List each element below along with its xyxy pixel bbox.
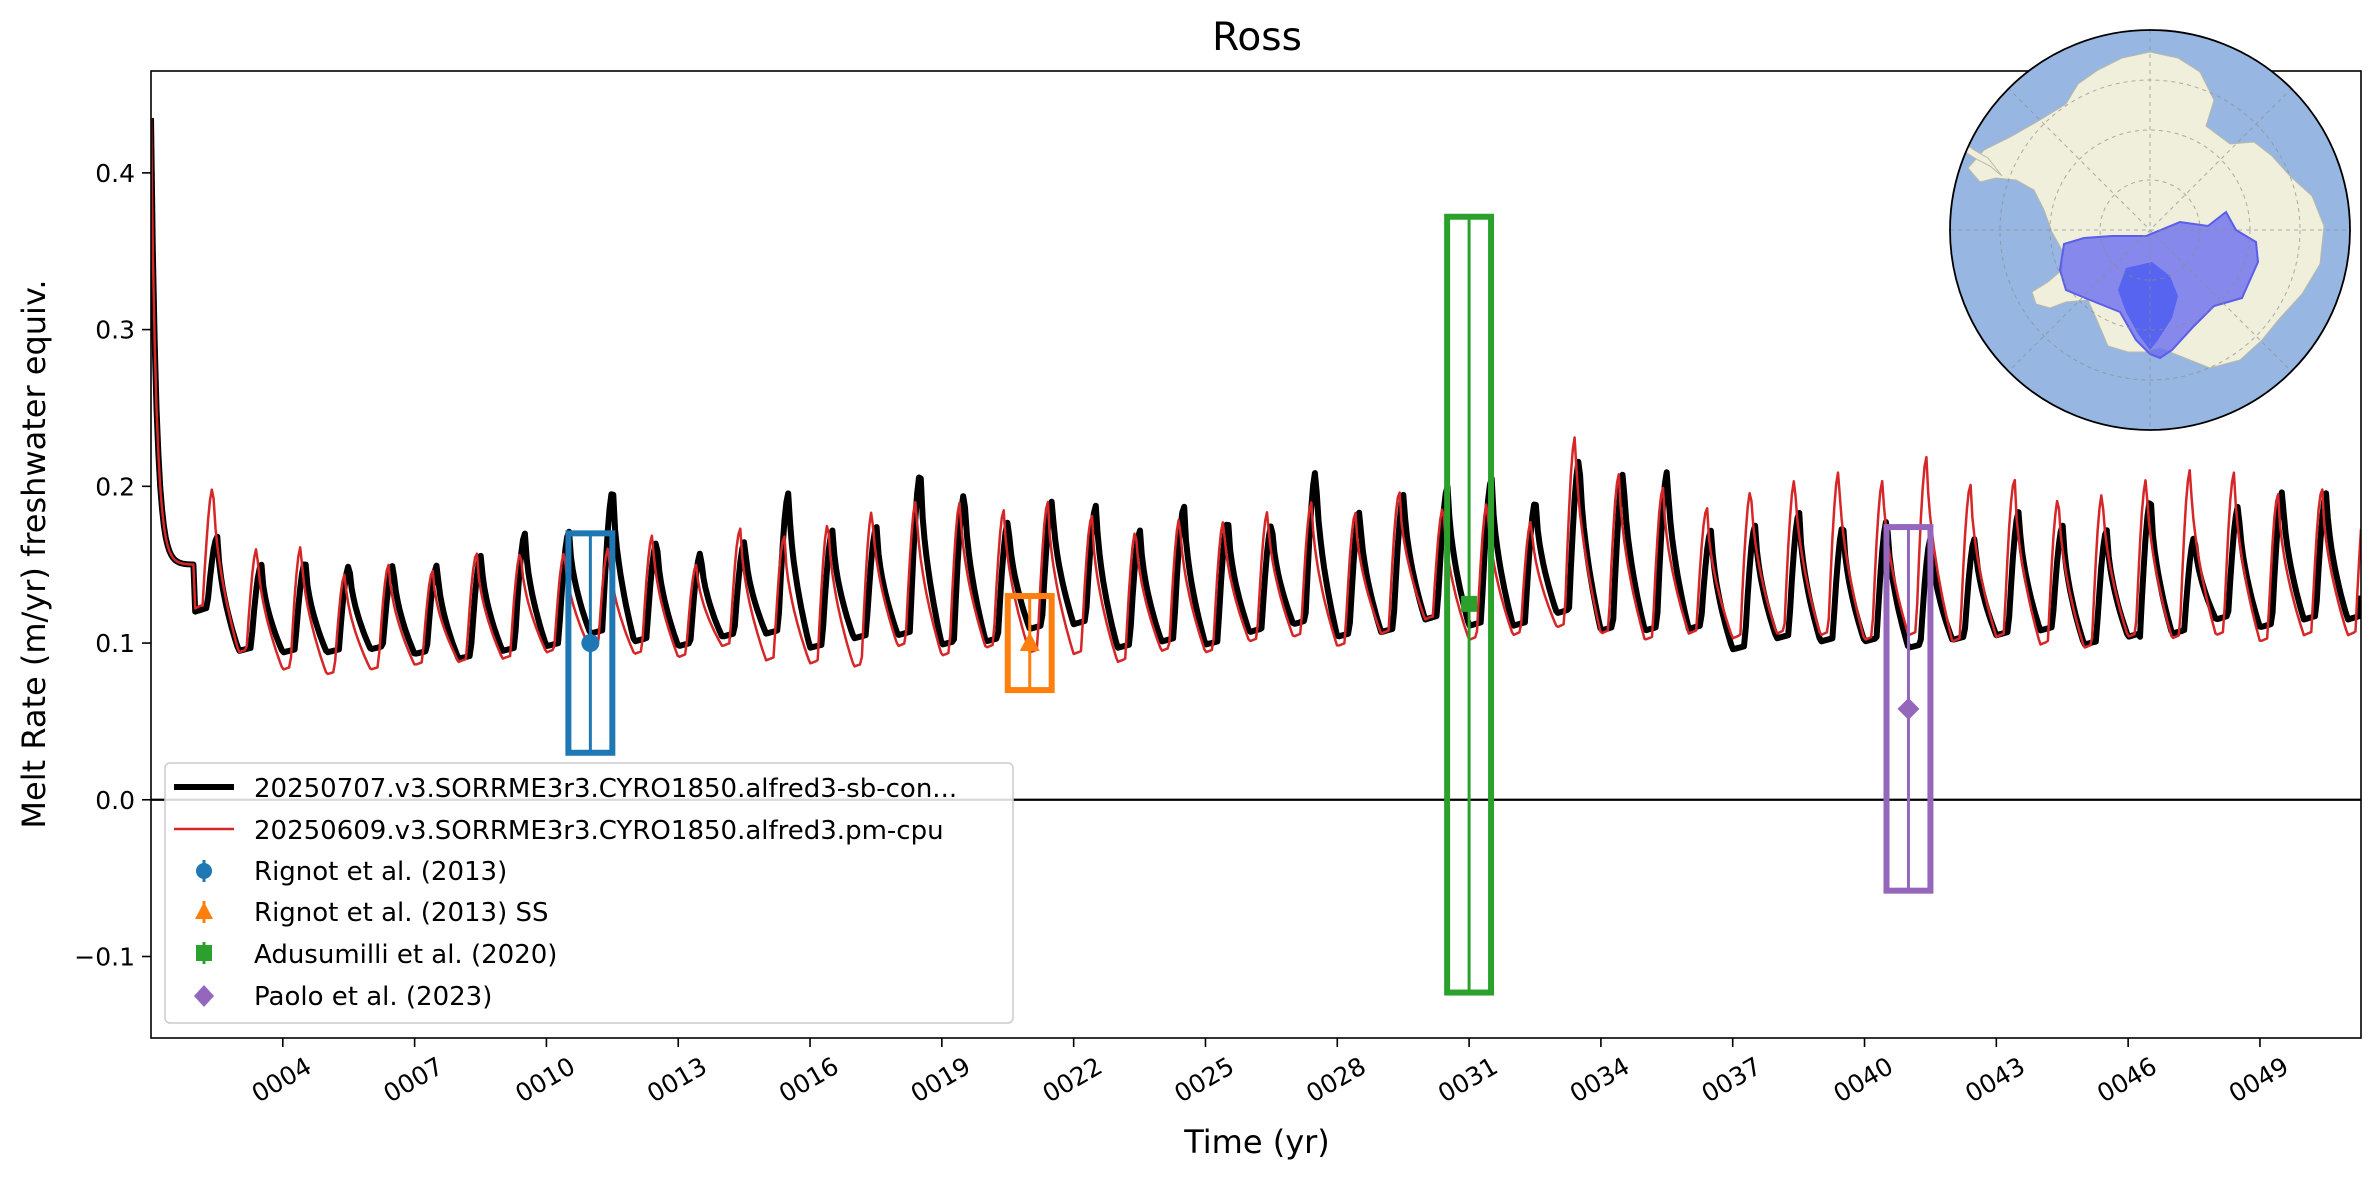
observation-marker-square xyxy=(1461,595,1478,612)
legend-label: 20250609.v3.SORRME3r3.CYRO1850.alfred3.p… xyxy=(254,816,944,846)
y-tick-label: 0.3 xyxy=(95,316,135,345)
legend-label: Adusumilli et al. (2020) xyxy=(254,940,557,970)
inset-map xyxy=(1949,29,2351,431)
series-line-red xyxy=(151,117,2361,676)
y-tick-label: −0.1 xyxy=(74,943,135,972)
y-tick-label: 0.2 xyxy=(95,472,135,501)
y-axis-label: Melt Rate (m/yr) freshwater equiv. xyxy=(15,279,53,828)
legend-entry: Rignot et al. (2013) SS xyxy=(195,898,549,928)
series-layer xyxy=(151,117,2361,676)
legend-box xyxy=(164,762,1014,1024)
legend-label: Paolo et al. (2023) xyxy=(254,982,492,1012)
y-axis: −0.1 0.0 0.1 0.2 0.3 0.4 xyxy=(74,159,151,972)
legend-entry: Paolo et al. (2023) xyxy=(194,982,492,1012)
legend-entry: 20250609.v3.SORRME3r3.CYRO1850.alfred3.p… xyxy=(174,816,944,846)
legend-marker-circle xyxy=(196,863,212,879)
map-border xyxy=(1949,29,2351,431)
legend-entry: Rignot et al. (2013) xyxy=(196,857,507,887)
observation-marker-diamond xyxy=(1897,697,1920,720)
legend-label: Rignot et al. (2013) xyxy=(254,857,507,887)
x-axis-label: Time (yr) xyxy=(1183,1123,1330,1161)
legend-marker-square xyxy=(196,945,212,961)
legend-entry: Adusumilli et al. (2020) xyxy=(196,940,557,970)
legend: 20250707.v3.SORRME3r3.CYRO1850.alfred3-s… xyxy=(164,762,1014,1024)
y-tick-label: 0.1 xyxy=(95,629,135,658)
observation-layer xyxy=(565,213,1934,996)
legend-marker-triangle xyxy=(195,902,213,919)
legend-marker-diamond xyxy=(194,985,214,1007)
y-tick-label: 0.4 xyxy=(95,159,135,188)
legend-label: 20250707.v3.SORRME3r3.CYRO1850.alfred3-s… xyxy=(254,774,957,804)
graticule xyxy=(1950,30,2350,430)
chart-title: Ross xyxy=(1212,15,1302,60)
legend-label: Rignot et al. (2013) SS xyxy=(254,898,549,928)
legend-entry: 20250707.v3.SORRME3r3.CYRO1850.alfred3-s… xyxy=(174,774,957,804)
y-tick-label: 0.0 xyxy=(95,786,135,815)
observation-marker-circle xyxy=(581,634,600,653)
observation-marker-triangle xyxy=(1019,632,1040,652)
plot-frame xyxy=(150,70,2362,1039)
ross-ice-shelf xyxy=(2118,262,2178,350)
plot-area xyxy=(150,70,2362,1039)
